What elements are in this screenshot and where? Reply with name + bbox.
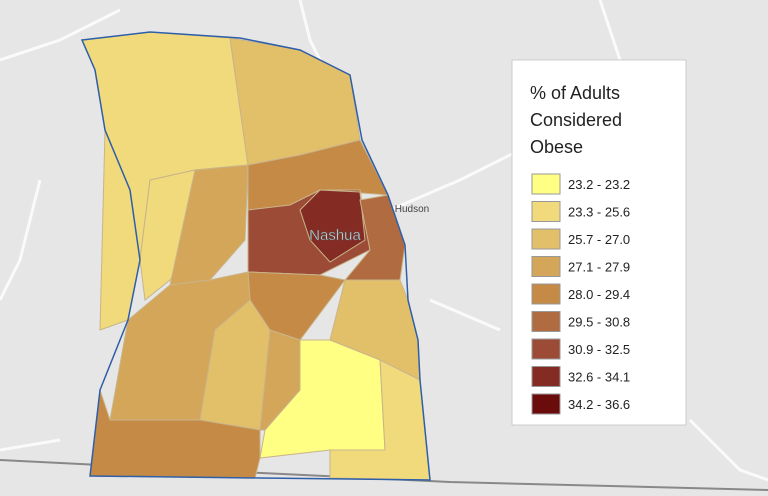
legend-label: 25.7 - 27.0 bbox=[568, 232, 630, 247]
legend-swatch bbox=[531, 283, 561, 305]
legend-swatch bbox=[531, 256, 561, 277]
tract bbox=[169, 164, 249, 286]
legend-swatch bbox=[531, 311, 561, 332]
county-boundary bbox=[80, 31, 431, 481]
legend: % of Adults Considered Obese 23.2 - 23.2 23.… bbox=[530, 83, 630, 415]
legend-swatch bbox=[531, 366, 561, 387]
legend-title: Considered bbox=[530, 110, 622, 130]
legend-label: 27.1 - 27.9 bbox=[568, 260, 630, 275]
legend-swatch bbox=[531, 173, 561, 195]
legend-swatch bbox=[531, 393, 561, 415]
legend-label: 23.3 - 25.6 bbox=[568, 205, 630, 220]
legend-label: 34.2 - 36.6 bbox=[568, 397, 630, 412]
legend-label: 23.2 - 23.2 bbox=[568, 177, 630, 192]
legend-label: 29.5 - 30.8 bbox=[568, 315, 630, 330]
place-label: Nashua bbox=[309, 227, 361, 244]
tracts bbox=[80, 31, 431, 481]
roads bbox=[0, 0, 768, 482]
legend-title: % of Adults bbox=[530, 83, 620, 103]
legend-label: 32.6 - 34.1 bbox=[568, 370, 630, 385]
legend-label: 30.9 - 32.5 bbox=[568, 342, 630, 357]
place-label: Hudson bbox=[395, 204, 429, 215]
legend-swatch bbox=[531, 338, 561, 360]
legend-label: 28.0 - 29.4 bbox=[568, 287, 630, 302]
legend-title: Obese bbox=[530, 137, 583, 157]
tract bbox=[299, 189, 366, 263]
legend-swatch bbox=[531, 228, 561, 250]
legend-swatch bbox=[531, 201, 561, 222]
